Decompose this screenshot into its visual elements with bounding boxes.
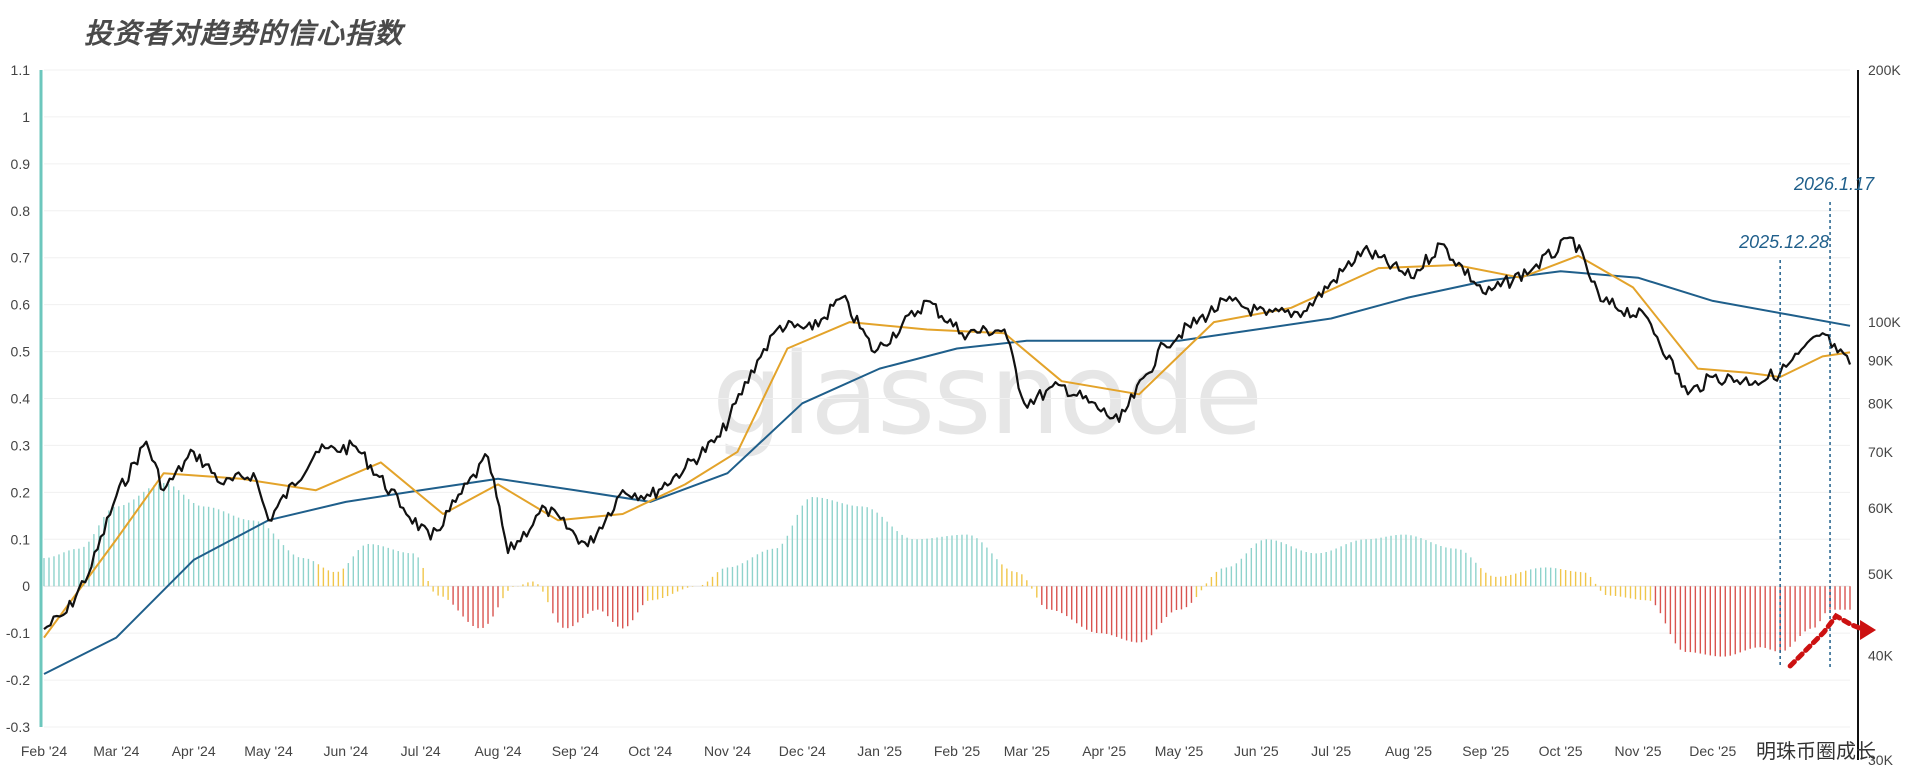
x-tick-label: Apr '24 [172, 743, 216, 759]
y-right-tick-label: 200K [1868, 62, 1901, 78]
y-left-tick-label: 0.3 [11, 437, 31, 453]
slow-ma-line [43, 270, 1851, 675]
y-left-tick-label: 0.6 [11, 297, 31, 313]
x-tick-label: Sep '24 [552, 743, 599, 759]
x-tick-label: May '24 [244, 743, 293, 759]
y-left-tick-label: 0.1 [11, 531, 31, 547]
trend-arrow [1787, 612, 1867, 669]
annotation-label: 2026.1.17 [1793, 174, 1875, 194]
x-tick-label: Oct '25 [1539, 743, 1583, 759]
x-tick-label: May '25 [1155, 743, 1204, 759]
y-right-tick-label: 100K [1868, 314, 1901, 330]
y-left-tick-label: 0.8 [11, 203, 31, 219]
y-right-tick-label: 70K [1868, 444, 1894, 460]
y-right-tick-label: 30K [1868, 752, 1894, 768]
x-tick-label: Jun '24 [323, 743, 368, 759]
y-right-tick-label: 50K [1868, 566, 1894, 582]
y-right-tick-label: 90K [1868, 352, 1894, 368]
y-left-tick-label: 0.5 [11, 344, 31, 360]
x-tick-label: Mar '24 [93, 743, 139, 759]
x-tick-label: Nov '24 [704, 743, 751, 759]
slow-ma-layer [43, 270, 1851, 675]
y-left-tick-label: 0.4 [11, 391, 31, 407]
chart-title: 投资者对趋势的信心指数 [84, 17, 404, 50]
x-tick-label: Dec '25 [1689, 743, 1736, 759]
x-tick-label: Oct '24 [628, 743, 672, 759]
arrow-head-icon [1860, 620, 1877, 640]
annotation-label: 2025.12.28 [1738, 232, 1829, 252]
y-left-tick-label: -0.3 [6, 719, 30, 735]
x-tick-label: Jun '25 [1234, 743, 1279, 759]
y-left-tick-label: 1 [22, 109, 30, 125]
y-left-tick-label: 0 [22, 578, 30, 594]
histogram-layer [43, 482, 1851, 657]
y-left-tick-label: -0.2 [6, 672, 30, 688]
price-layer [43, 236, 1852, 630]
y-left-tick-label: 1.1 [11, 62, 31, 78]
x-tick-label: Mar '25 [1004, 743, 1050, 759]
y-right-tick-label: 60K [1868, 500, 1894, 516]
annotation-layer: 2025.12.28 2026.1.17 [1738, 174, 1877, 669]
y-left-tick-label: -0.1 [6, 625, 30, 641]
x-tick-label: Apr '25 [1082, 743, 1126, 759]
x-tick-label: Dec '24 [779, 743, 826, 759]
y-right-tick-label: 40K [1868, 647, 1894, 663]
y-left-tick-label: 0.9 [11, 156, 31, 172]
y-left-tick-label: 0.7 [11, 250, 31, 266]
price-line [43, 236, 1852, 630]
axis-layer: 1.1 1 0.9 0.8 0.7 0.6 0.5 0.4 0.3 0.2 0.1 0 -0.1 -0.2… [6, 62, 1901, 768]
x-tick-label: Aug '24 [474, 743, 521, 759]
x-tick-label: Jul '25 [1311, 743, 1351, 759]
y-right-tick-label: 80K [1868, 395, 1894, 411]
y-left-tick-label: 0.2 [11, 484, 31, 500]
x-tick-label: Nov '25 [1614, 743, 1661, 759]
x-tick-label: Aug '25 [1385, 743, 1432, 759]
x-tick-label: Feb '24 [21, 743, 67, 759]
x-tick-label: Sep '25 [1462, 743, 1509, 759]
grid-layer [44, 69, 1850, 728]
x-tick-label: Jul '24 [401, 743, 441, 759]
credit-text: 明珠币圈成长 [1756, 739, 1876, 763]
x-tick-label: Jan '25 [857, 743, 902, 759]
x-tick-label: Feb '25 [934, 743, 980, 759]
